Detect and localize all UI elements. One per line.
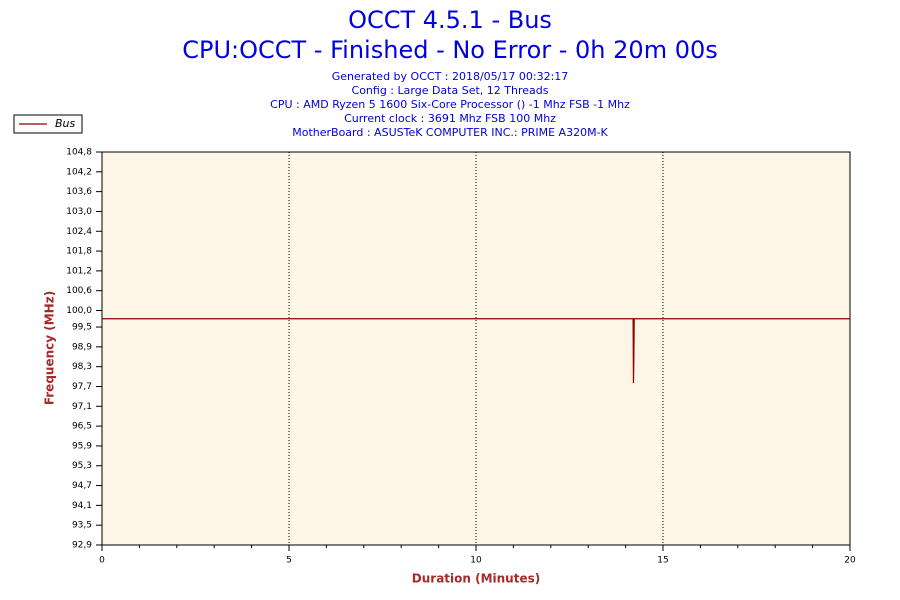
y-tick-label: 99,5 bbox=[72, 323, 92, 333]
legend-label: Bus bbox=[55, 117, 76, 130]
info-line: MotherBoard : ASUSTeK COMPUTER INC.: PRI… bbox=[292, 126, 608, 139]
y-tick-label: 94,1 bbox=[72, 501, 92, 511]
y-tick-label: 98,9 bbox=[72, 342, 92, 352]
y-tick-label: 93,5 bbox=[72, 521, 92, 531]
chart-title: OCCT 4.5.1 - Bus bbox=[348, 6, 552, 34]
info-line: Config : Large Data Set, 12 Threads bbox=[352, 84, 549, 97]
y-tick-label: 100,0 bbox=[66, 306, 92, 316]
y-tick-label: 100,6 bbox=[66, 286, 92, 296]
y-tick-label: 98,3 bbox=[72, 362, 92, 372]
legend-box bbox=[13, 114, 83, 134]
y-tick-label: 104,8 bbox=[66, 148, 92, 158]
plot-area bbox=[101, 151, 851, 546]
info-line: CPU : AMD Ryzen 5 1600 Six-Core Processo… bbox=[270, 98, 630, 111]
x-tick-label: 15 bbox=[657, 556, 668, 566]
chart-subtitle: CPU:OCCT - Finished - No Error - 0h 20m … bbox=[182, 36, 718, 64]
y-axis-label: Frequency (MHz) bbox=[43, 291, 57, 405]
y-tick-label: 95,9 bbox=[72, 441, 92, 451]
y-tick-label: 102,4 bbox=[66, 227, 92, 237]
y-tick-label: 97,1 bbox=[72, 402, 92, 412]
y-tick-label: 96,5 bbox=[72, 422, 92, 432]
y-tick-label: 95,3 bbox=[72, 461, 92, 471]
y-tick-label: 103,0 bbox=[66, 207, 92, 217]
info-line: Generated by OCCT : 2018/05/17 00:32:17 bbox=[332, 70, 569, 83]
y-tick-label: 104,2 bbox=[66, 167, 92, 177]
info-line: Current clock : 3691 Mhz FSB 100 Mhz bbox=[344, 112, 556, 125]
y-tick-label: 94,7 bbox=[72, 481, 92, 491]
x-axis-label: Duration (Minutes) bbox=[412, 572, 540, 586]
y-tick-label: 103,6 bbox=[66, 187, 92, 197]
y-tick-label: 101,8 bbox=[66, 247, 92, 257]
x-tick-label: 0 bbox=[99, 556, 105, 566]
x-tick-label: 5 bbox=[286, 556, 292, 566]
series-line bbox=[102, 318, 850, 384]
x-tick-label: 20 bbox=[844, 556, 856, 566]
y-tick-label: 92,9 bbox=[72, 541, 92, 551]
y-tick-label: 101,2 bbox=[66, 266, 92, 276]
x-tick-label: 10 bbox=[470, 556, 482, 566]
y-tick-label: 97,7 bbox=[72, 382, 92, 392]
